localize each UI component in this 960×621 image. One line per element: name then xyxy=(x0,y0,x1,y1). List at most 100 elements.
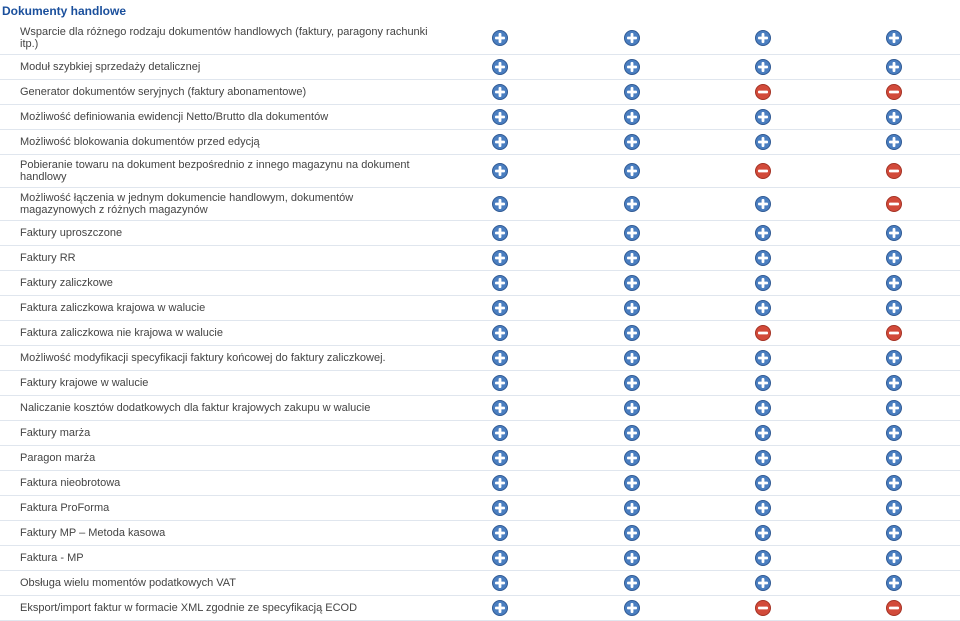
feature-col-2 xyxy=(566,188,697,221)
plus-icon xyxy=(886,550,902,566)
plus-icon xyxy=(492,500,508,516)
feature-col-2 xyxy=(566,321,697,346)
feature-label: Faktury krajowe w walucie xyxy=(0,371,435,396)
feature-col-2 xyxy=(566,596,697,621)
plus-icon xyxy=(624,84,640,100)
plus-icon xyxy=(886,275,902,291)
feature-col-3 xyxy=(697,221,828,246)
plus-icon xyxy=(492,59,508,75)
feature-col-1 xyxy=(435,346,566,371)
feature-col-3 xyxy=(697,296,828,321)
plus-icon xyxy=(886,575,902,591)
feature-col-4 xyxy=(829,321,960,346)
table-row: Możliwość definiowania ewidencji Netto/B… xyxy=(0,105,960,130)
plus-icon xyxy=(755,400,771,416)
plus-icon xyxy=(886,450,902,466)
plus-icon xyxy=(755,375,771,391)
feature-col-1 xyxy=(435,596,566,621)
feature-col-2 xyxy=(566,546,697,571)
feature-label: Obsługa wielu momentów podatkowych VAT xyxy=(0,571,435,596)
plus-icon xyxy=(624,425,640,441)
minus-icon xyxy=(755,600,771,616)
plus-icon xyxy=(492,400,508,416)
feature-col-2 xyxy=(566,446,697,471)
feature-label: Faktury zaliczkowe xyxy=(0,271,435,296)
feature-col-1 xyxy=(435,396,566,421)
plus-icon xyxy=(755,425,771,441)
feature-col-2 xyxy=(566,571,697,596)
plus-icon xyxy=(624,134,640,150)
feature-col-3 xyxy=(697,271,828,296)
plus-icon xyxy=(886,250,902,266)
plus-icon xyxy=(624,350,640,366)
feature-col-4 xyxy=(829,346,960,371)
feature-col-1 xyxy=(435,80,566,105)
plus-icon xyxy=(492,250,508,266)
plus-icon xyxy=(755,575,771,591)
feature-col-1 xyxy=(435,321,566,346)
feature-col-1 xyxy=(435,55,566,80)
feature-label: Możliwość blokowania dokumentów przed ed… xyxy=(0,130,435,155)
plus-icon xyxy=(755,350,771,366)
plus-icon xyxy=(624,525,640,541)
feature-label: Eksport/import faktur w formacie XML zgo… xyxy=(0,596,435,621)
feature-col-2 xyxy=(566,346,697,371)
minus-icon xyxy=(886,196,902,212)
feature-label: Faktura zaliczkowa nie krajowa w walucie xyxy=(0,321,435,346)
feature-col-2 xyxy=(566,105,697,130)
plus-icon xyxy=(492,109,508,125)
table-row: Faktury uproszczone xyxy=(0,221,960,246)
feature-col-4 xyxy=(829,155,960,188)
plus-icon xyxy=(492,163,508,179)
feature-col-1 xyxy=(435,246,566,271)
plus-icon xyxy=(492,600,508,616)
plus-icon xyxy=(492,450,508,466)
table-row: Generator dokumentów seryjnych (faktury … xyxy=(0,80,960,105)
table-row: Faktury RR xyxy=(0,246,960,271)
feature-label: Faktury marża xyxy=(0,421,435,446)
feature-col-3 xyxy=(697,446,828,471)
plus-icon xyxy=(755,250,771,266)
plus-icon xyxy=(492,475,508,491)
feature-col-1 xyxy=(435,155,566,188)
feature-col-2 xyxy=(566,496,697,521)
feature-col-1 xyxy=(435,105,566,130)
plus-icon xyxy=(624,325,640,341)
feature-col-3 xyxy=(697,346,828,371)
plus-icon xyxy=(755,225,771,241)
plus-icon xyxy=(492,325,508,341)
feature-col-4 xyxy=(829,105,960,130)
feature-col-4 xyxy=(829,221,960,246)
table-row: Możliwość blokowania dokumentów przed ed… xyxy=(0,130,960,155)
plus-icon xyxy=(886,500,902,516)
plus-icon xyxy=(492,525,508,541)
feature-col-3 xyxy=(697,321,828,346)
plus-icon xyxy=(492,84,508,100)
plus-icon xyxy=(755,450,771,466)
feature-col-2 xyxy=(566,471,697,496)
plus-icon xyxy=(886,134,902,150)
feature-col-3 xyxy=(697,188,828,221)
feature-col-4 xyxy=(829,596,960,621)
plus-icon xyxy=(624,475,640,491)
feature-label: Faktura - MP xyxy=(0,546,435,571)
plus-icon xyxy=(492,575,508,591)
minus-icon xyxy=(755,163,771,179)
plus-icon xyxy=(492,425,508,441)
feature-col-4 xyxy=(829,371,960,396)
table-row: Faktury krajowe w walucie xyxy=(0,371,960,396)
plus-icon xyxy=(624,225,640,241)
feature-col-1 xyxy=(435,446,566,471)
feature-label: Możliwość modyfikacji specyfikacji faktu… xyxy=(0,346,435,371)
feature-col-3 xyxy=(697,471,828,496)
feature-col-3 xyxy=(697,371,828,396)
feature-col-1 xyxy=(435,271,566,296)
feature-col-4 xyxy=(829,271,960,296)
feature-label: Możliwość definiowania ewidencji Netto/B… xyxy=(0,105,435,130)
feature-col-2 xyxy=(566,396,697,421)
plus-icon xyxy=(755,30,771,46)
feature-col-2 xyxy=(566,421,697,446)
table-row: Naliczanie kosztów dodatkowych dla faktu… xyxy=(0,396,960,421)
plus-icon xyxy=(886,350,902,366)
plus-icon xyxy=(886,525,902,541)
